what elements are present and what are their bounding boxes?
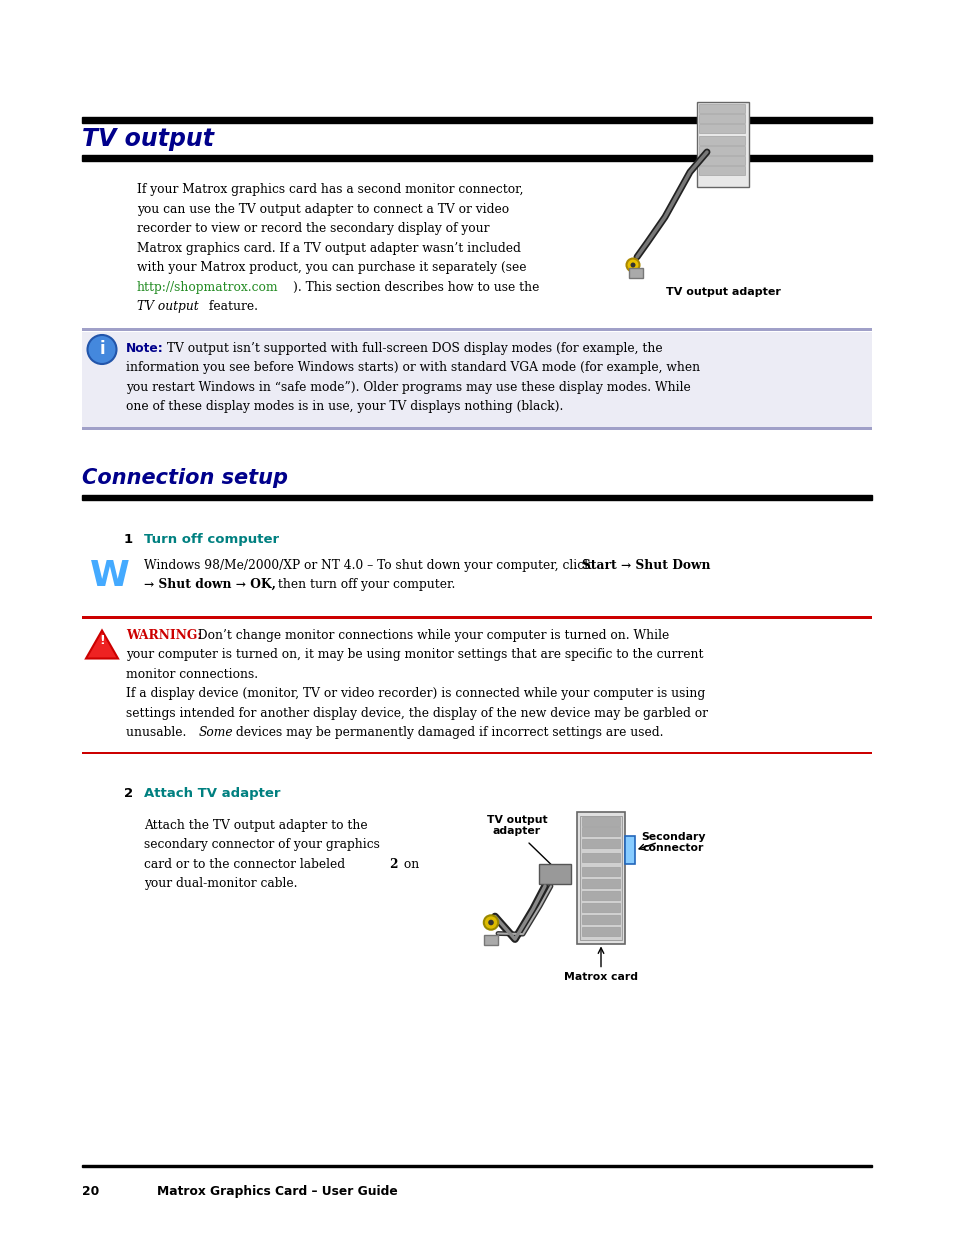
Circle shape	[488, 920, 494, 925]
Bar	[699, 165, 744, 175]
Bar	[699, 114, 744, 124]
Text: TV output adapter: TV output adapter	[665, 287, 780, 296]
Text: unusable.: unusable.	[126, 726, 190, 739]
Bar	[82, 116, 871, 124]
Text: WARNING:: WARNING:	[126, 629, 202, 641]
Text: recorder to view or record the secondary display of your: recorder to view or record the secondary…	[137, 222, 489, 235]
Text: on: on	[399, 857, 418, 871]
Bar	[82, 427, 871, 430]
Bar	[699, 124, 744, 133]
Text: !: !	[99, 634, 105, 647]
Bar	[82, 752, 871, 755]
Bar	[581, 852, 619, 862]
Text: information you see before Windows starts) or with standard VGA mode (for exampl: information you see before Windows start…	[126, 361, 700, 374]
Text: TV output
adapter: TV output adapter	[486, 815, 547, 836]
Text: ). This section describes how to use the: ). This section describes how to use the	[293, 280, 538, 294]
Text: 2: 2	[124, 787, 133, 799]
Text: TV output: TV output	[137, 300, 198, 312]
Bar	[82, 331, 871, 430]
Text: i: i	[99, 340, 105, 358]
Bar	[624, 836, 635, 864]
Text: Start → Shut Down: Start → Shut Down	[581, 558, 710, 572]
Text: your dual-monitor cable.: your dual-monitor cable.	[144, 877, 297, 890]
Text: Attach the TV output adapter to the: Attach the TV output adapter to the	[144, 819, 367, 831]
Circle shape	[626, 258, 639, 272]
Text: monitor connections.: monitor connections.	[126, 667, 258, 680]
Bar	[699, 156, 744, 165]
Polygon shape	[86, 631, 118, 658]
Text: Windows 98/Me/2000/XP or NT 4.0 – To shut down your computer, click: Windows 98/Me/2000/XP or NT 4.0 – To shu…	[144, 558, 595, 572]
Bar	[581, 867, 619, 876]
Text: settings intended for another display device, the display of the new device may : settings intended for another display de…	[126, 706, 707, 720]
Bar	[699, 146, 744, 156]
Bar	[82, 329, 871, 331]
Circle shape	[630, 263, 635, 268]
Bar	[82, 1165, 871, 1167]
Text: 20: 20	[82, 1186, 99, 1198]
Bar	[581, 926, 619, 935]
Bar	[581, 914, 619, 924]
Bar	[581, 890, 619, 899]
Bar	[581, 826, 619, 836]
Text: Secondary
connector: Secondary connector	[640, 831, 704, 853]
Bar	[581, 903, 619, 911]
Text: W: W	[90, 558, 130, 593]
Text: with your Matrox product, you can purchase it separately (see: with your Matrox product, you can purcha…	[137, 261, 526, 274]
Bar	[82, 495, 871, 499]
Text: → Shut down → OK,: → Shut down → OK,	[144, 578, 275, 592]
Bar	[82, 616, 871, 619]
Circle shape	[88, 335, 116, 364]
Bar	[699, 136, 744, 144]
Text: 2: 2	[389, 857, 397, 871]
Bar	[581, 878, 619, 888]
Text: Matrox card: Matrox card	[563, 972, 638, 982]
Text: feature.: feature.	[205, 300, 257, 312]
Text: you restart Windows in “safe mode”). Older programs may use these display modes.: you restart Windows in “safe mode”). Old…	[126, 380, 690, 394]
Bar	[82, 156, 871, 161]
Text: your computer is turned on, it may be using monitor settings that are specific t: your computer is turned on, it may be us…	[126, 648, 702, 661]
Bar	[577, 811, 624, 944]
Text: Attach TV adapter: Attach TV adapter	[144, 787, 280, 799]
Text: Matrox Graphics Card – User Guide: Matrox Graphics Card – User Guide	[157, 1186, 397, 1198]
Text: secondary connector of your graphics: secondary connector of your graphics	[144, 839, 379, 851]
Text: then turn off your computer.: then turn off your computer.	[274, 578, 455, 592]
Bar	[581, 839, 619, 847]
Bar	[579, 815, 621, 940]
Text: Don’t change monitor connections while your computer is turned on. While: Don’t change monitor connections while y…	[193, 629, 669, 641]
Text: TV output: TV output	[82, 127, 213, 151]
Text: Connection setup: Connection setup	[82, 468, 288, 488]
Text: TV output isn’t supported with full-screen DOS display modes (for example, the: TV output isn’t supported with full-scre…	[163, 342, 662, 354]
Text: card or to the connector labeled: card or to the connector labeled	[144, 857, 349, 871]
Bar	[538, 864, 571, 884]
Text: If a display device (monitor, TV or video recorder) is connected while your comp: If a display device (monitor, TV or vide…	[126, 687, 704, 700]
Text: Matrox graphics card. If a TV output adapter wasn’t included: Matrox graphics card. If a TV output ada…	[137, 242, 520, 254]
Bar	[699, 104, 744, 112]
FancyBboxPatch shape	[697, 103, 748, 186]
Text: Note:: Note:	[126, 342, 164, 354]
Text: http://shopmatrox.com: http://shopmatrox.com	[137, 280, 278, 294]
Bar	[581, 816, 619, 825]
Text: Some: Some	[199, 726, 233, 739]
Text: you can use the TV output adapter to connect a TV or video: you can use the TV output adapter to con…	[137, 203, 509, 215]
Text: If your Matrox graphics card has a second monitor connector,: If your Matrox graphics card has a secon…	[137, 183, 523, 196]
Bar	[628, 268, 642, 278]
Text: 1: 1	[124, 532, 133, 546]
Circle shape	[483, 915, 497, 930]
Text: one of these display modes is in use, your TV displays nothing (black).: one of these display modes is in use, yo…	[126, 400, 563, 412]
Bar	[483, 935, 497, 945]
Text: Turn off computer: Turn off computer	[144, 532, 279, 546]
Text: devices may be permanently damaged if incorrect settings are used.: devices may be permanently damaged if in…	[232, 726, 662, 739]
